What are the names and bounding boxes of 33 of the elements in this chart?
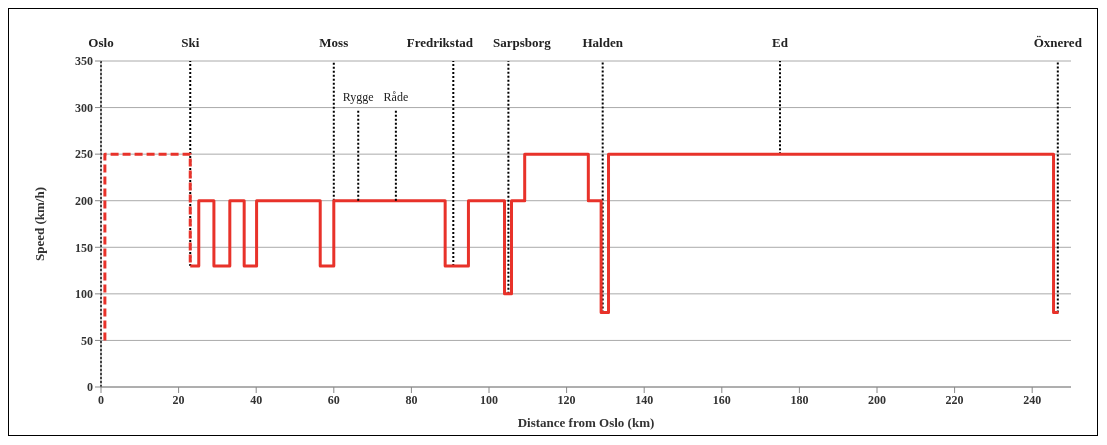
x-axis-title: Distance from Oslo (km) — [517, 415, 655, 430]
y-tick-label: 100 — [75, 287, 93, 302]
ref-line-label: Moss — [319, 35, 349, 50]
x-tick-label: 40 — [250, 392, 263, 407]
y-tick-label: 300 — [75, 100, 93, 115]
y-tick-label: 200 — [75, 193, 93, 208]
ref-line-label: Halden — [582, 35, 624, 50]
y-tick-label: 0 — [87, 380, 93, 395]
annotation: Råde — [383, 89, 409, 104]
x-tick-label: 240 — [1023, 392, 1042, 407]
ref-line-label: Ski — [181, 35, 200, 50]
x-tick-label: 180 — [790, 392, 809, 407]
annotation: Rygge — [342, 89, 374, 104]
x-tick-label: 20 — [172, 392, 185, 407]
ref-line-label: Öxnered — [1033, 35, 1083, 50]
y-tick-label: 250 — [75, 147, 93, 162]
ref-line-label: Ed — [772, 35, 789, 50]
y-axis-title: Speed (km/h) — [31, 186, 47, 262]
x-tick-label: 60 — [327, 392, 340, 407]
y-tick-label: 50 — [81, 333, 93, 348]
y-tick-label: 150 — [75, 240, 93, 255]
x-tick-label: 160 — [712, 392, 731, 407]
x-tick-label: 80 — [405, 392, 418, 407]
x-tick-label: 200 — [868, 392, 886, 407]
ref-line-label: Oslo — [88, 35, 114, 50]
x-tick-label: 120 — [557, 392, 576, 407]
x-tick-label: 220 — [945, 392, 964, 407]
x-tick-label: 0 — [98, 392, 104, 407]
y-tick-label: 350 — [75, 54, 93, 69]
x-tick-label: 100 — [480, 392, 498, 407]
ref-line-label: Sarpsborg — [492, 35, 552, 50]
ref-line-label: Fredrikstad — [406, 35, 474, 50]
x-tick-label: 140 — [635, 392, 654, 407]
